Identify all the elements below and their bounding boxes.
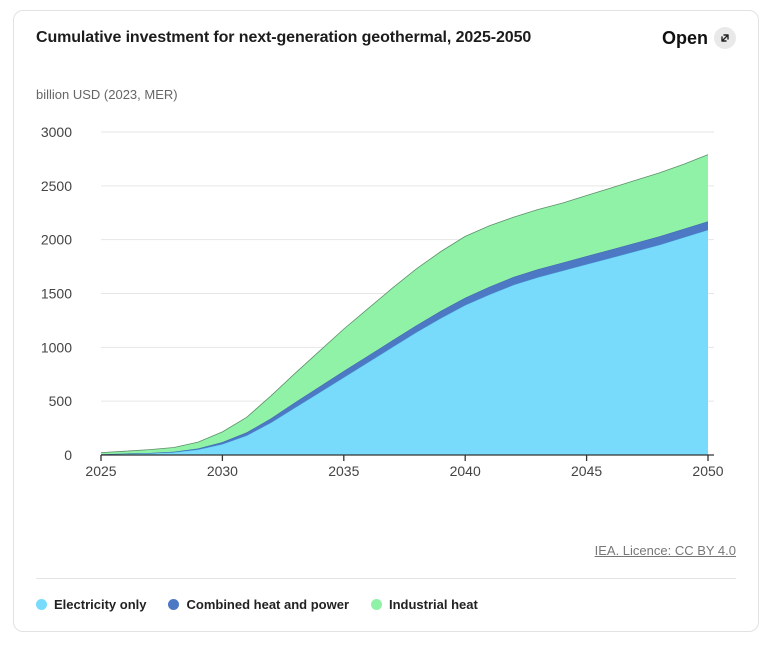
x-tick-label: 2035 [328,463,359,479]
x-tick-label: 2025 [85,463,116,479]
legend-item-chp[interactable]: Combined heat and power [168,597,349,612]
area-industrial-heat [101,154,708,455]
chart-title: Cumulative investment for next-generatio… [36,29,532,46]
legend-label: Electricity only [54,597,147,612]
y-tick-label: 1500 [41,286,72,302]
chart-card: Cumulative investment for next-generatio… [13,10,759,632]
x-tick-label: 2040 [450,463,481,479]
y-tick-label: 3000 [41,124,72,140]
legend-item-industrial[interactable]: Industrial heat [371,597,478,612]
area-combined-heat-and-power [101,221,708,455]
y-tick-label: 2500 [41,178,72,194]
y-tick-label: 1000 [41,339,72,355]
legend-swatch-electricity [36,599,47,610]
x-tick-label: 2050 [692,463,723,479]
y-tick-label: 2000 [41,232,72,248]
open-button[interactable]: Open [662,27,736,49]
legend-swatch-industrial [371,599,382,610]
x-tick-label: 2030 [207,463,238,479]
legend-swatch-chp [168,599,180,610]
x-tick-label: 2045 [571,463,602,479]
open-label: Open [661,27,708,48]
legend-label: Combined heat and power [186,597,349,612]
series-line [100,154,709,453]
y-axis-unit-label: billion USD (2023, MER) [36,87,178,102]
chart-legend: Electricity only Combined heat and power… [36,597,478,612]
legend-item-electricity[interactable]: Electricity only [36,597,146,612]
legend-divider [36,578,736,579]
legend-label: Industrial heat [389,597,478,612]
y-tick-label: 500 [49,393,73,409]
licence-link[interactable]: IEA. Licence: CC BY 4.0 [594,543,736,558]
external-link-icon [714,27,736,49]
area-electricity-only [101,230,708,455]
stacked-area-chart: 0 500 1000 1500 2000 2500 3000 2025 2030 2035 2040… [41,124,724,479]
y-tick-label: 0 [64,447,72,463]
